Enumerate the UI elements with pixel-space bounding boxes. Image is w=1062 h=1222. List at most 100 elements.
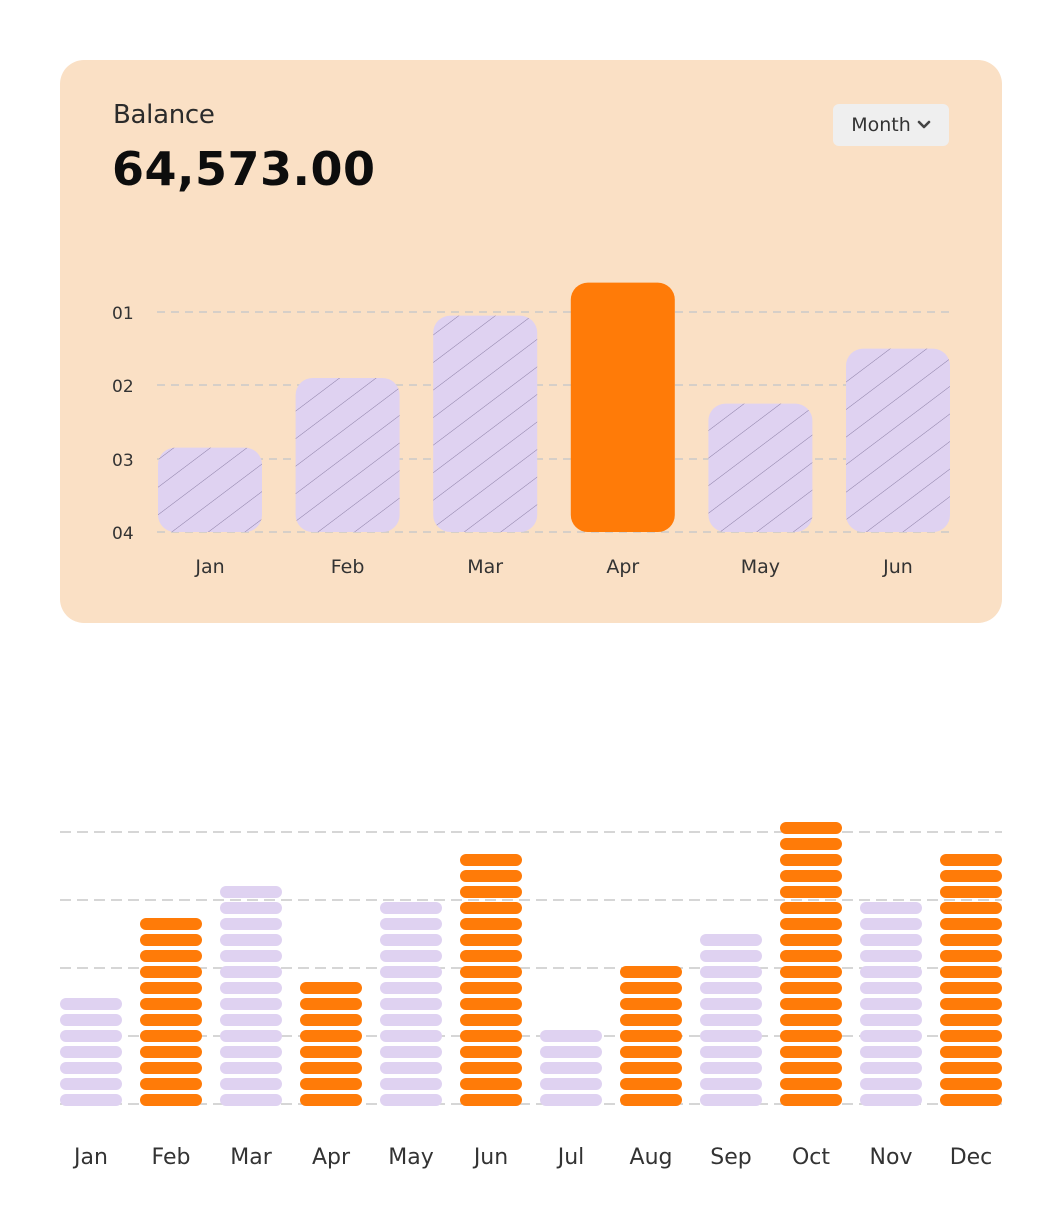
bar-segment bbox=[460, 950, 522, 962]
bar-segment bbox=[940, 998, 1002, 1010]
bar-segment bbox=[860, 918, 922, 930]
bar-dec[interactable] bbox=[940, 854, 1002, 1106]
bar-segment bbox=[60, 998, 122, 1010]
bar-segment bbox=[860, 1062, 922, 1074]
bar-segment bbox=[700, 966, 762, 978]
bar-segment bbox=[700, 1078, 762, 1090]
x-tick-label: Mar bbox=[230, 1145, 272, 1170]
bar-segment bbox=[940, 870, 1002, 882]
bar-aug[interactable] bbox=[620, 966, 682, 1106]
bar-segment bbox=[140, 1078, 202, 1090]
bar-segment bbox=[780, 1094, 842, 1106]
x-tick-label: Feb bbox=[331, 556, 365, 578]
bar-segment bbox=[860, 1046, 922, 1058]
bar-segment bbox=[940, 1046, 1002, 1058]
bar-segment bbox=[700, 1046, 762, 1058]
bar-segment bbox=[700, 1094, 762, 1106]
bar-segment bbox=[940, 950, 1002, 962]
x-tick-label: Apr bbox=[312, 1145, 351, 1170]
x-tick-label: Sep bbox=[710, 1145, 751, 1170]
bar-segment bbox=[300, 998, 362, 1010]
bar-segment bbox=[780, 1078, 842, 1090]
bar-segment bbox=[300, 1014, 362, 1026]
bar-mar[interactable] bbox=[433, 315, 538, 532]
x-tick-label: Jan bbox=[194, 556, 224, 578]
bar-segment bbox=[620, 982, 682, 994]
bar-segment bbox=[700, 1014, 762, 1026]
bar-segment bbox=[60, 1046, 122, 1058]
bar-sep[interactable] bbox=[700, 934, 762, 1106]
bar-feb[interactable] bbox=[295, 378, 400, 532]
bar-segment bbox=[380, 1094, 442, 1106]
chevron-down-icon bbox=[917, 120, 931, 129]
bar-jun[interactable] bbox=[846, 348, 950, 532]
bar-segment bbox=[780, 854, 842, 866]
bar-segment bbox=[60, 1094, 122, 1106]
bar-segment bbox=[220, 1094, 282, 1106]
bar-segment bbox=[60, 1062, 122, 1074]
period-dropdown[interactable]: Month bbox=[833, 104, 949, 146]
bar-segment bbox=[540, 1046, 602, 1058]
bar-jun[interactable] bbox=[460, 854, 522, 1106]
bar-segment bbox=[140, 934, 202, 946]
bar-segment bbox=[380, 1046, 442, 1058]
bar-segment bbox=[940, 1014, 1002, 1026]
bar-segment bbox=[380, 982, 442, 994]
bar-segment bbox=[620, 1014, 682, 1026]
bar-segment bbox=[220, 950, 282, 962]
bar-segment bbox=[620, 1062, 682, 1074]
x-tick-label: Jun bbox=[472, 1145, 508, 1170]
bar-feb[interactable] bbox=[140, 918, 202, 1106]
bar-segment bbox=[700, 1030, 762, 1042]
y-tick-label: 02 bbox=[112, 377, 134, 397]
bar-segment bbox=[780, 966, 842, 978]
bar-segment bbox=[460, 966, 522, 978]
bar-oct[interactable] bbox=[780, 822, 842, 1106]
balance-value: 64,573.00 bbox=[112, 142, 376, 196]
bar-segment bbox=[860, 982, 922, 994]
bar-segment bbox=[140, 1094, 202, 1106]
bar-apr[interactable] bbox=[570, 282, 675, 532]
bar-segment bbox=[300, 1062, 362, 1074]
y-tick-label: 03 bbox=[112, 451, 134, 471]
bar-nov[interactable] bbox=[860, 902, 922, 1106]
bar-segment bbox=[460, 1046, 522, 1058]
bar-segment bbox=[620, 1046, 682, 1058]
bar-mar[interactable] bbox=[220, 886, 282, 1106]
bar-segment bbox=[220, 886, 282, 898]
bar-may[interactable] bbox=[380, 902, 442, 1106]
bar-segment bbox=[140, 1030, 202, 1042]
bar-segment bbox=[140, 1046, 202, 1058]
bar-apr[interactable] bbox=[300, 982, 362, 1106]
bar-segment bbox=[860, 1094, 922, 1106]
bar-segment bbox=[780, 1046, 842, 1058]
period-dropdown-value: Month bbox=[851, 114, 911, 136]
bar-segment bbox=[220, 1062, 282, 1074]
bar-segment bbox=[300, 1094, 362, 1106]
balance-bar-chart: 01 02 03 04 Jan Feb Mar Apr May Jun bbox=[112, 282, 950, 578]
bar-segment bbox=[860, 966, 922, 978]
bar-segment bbox=[620, 998, 682, 1010]
bar-jan[interactable] bbox=[60, 998, 122, 1106]
bar-may[interactable] bbox=[708, 403, 813, 532]
bar-segment bbox=[140, 1062, 202, 1074]
bar-jan[interactable] bbox=[158, 447, 262, 532]
bar-segment bbox=[700, 982, 762, 994]
bar-segment bbox=[620, 1078, 682, 1090]
bar-segment bbox=[940, 1094, 1002, 1106]
y-tick-label: 01 bbox=[112, 304, 134, 324]
bar-jul[interactable] bbox=[540, 1030, 602, 1106]
bar-segment bbox=[220, 998, 282, 1010]
bar-segment bbox=[460, 854, 522, 866]
bar-segment bbox=[380, 1078, 442, 1090]
bar-segment bbox=[540, 1030, 602, 1042]
bar-segment bbox=[780, 1062, 842, 1074]
x-tick-label: Oct bbox=[792, 1145, 830, 1170]
bar-segment bbox=[700, 934, 762, 946]
bar-segment bbox=[300, 1078, 362, 1090]
bar-segment bbox=[380, 1062, 442, 1074]
bar-segment bbox=[380, 1030, 442, 1042]
bar-segment bbox=[460, 1014, 522, 1026]
bar-segment bbox=[780, 1014, 842, 1026]
balance-label: Balance bbox=[113, 100, 215, 130]
